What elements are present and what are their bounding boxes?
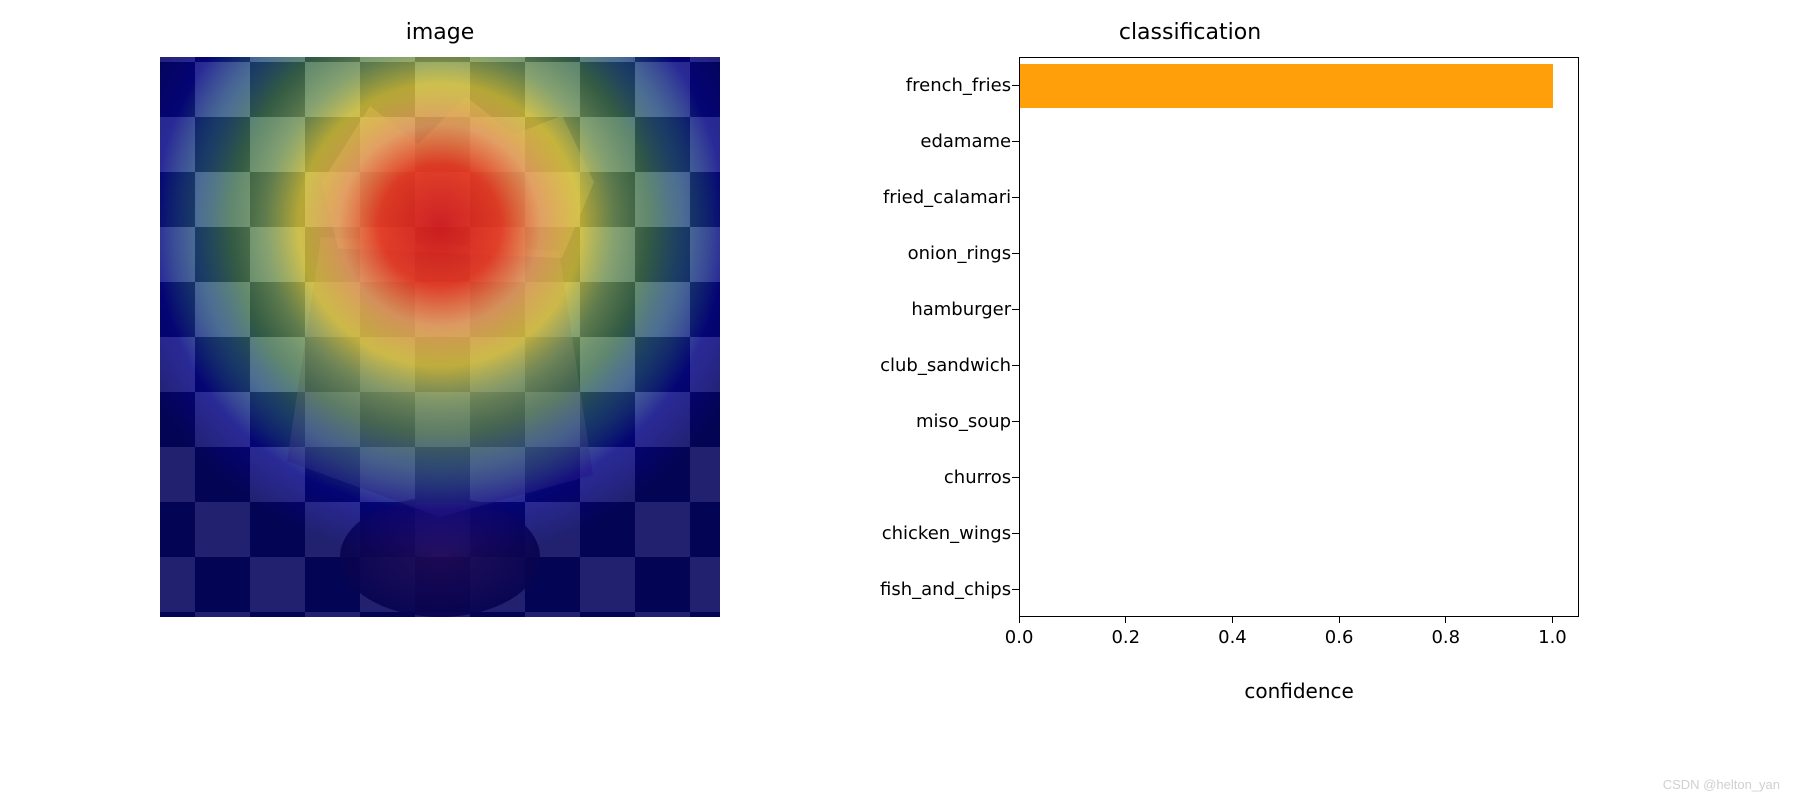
fries-box [270,237,610,517]
y-axis-category-label: french_fries [880,57,1011,113]
y-axis-category-label: fried_calamari [880,169,1011,225]
y-axis-category-label: onion_rings [880,225,1011,281]
chart-title: classification [880,20,1500,45]
plot-area [1019,57,1579,617]
y-axis-category-label: club_sandwich [880,337,1011,393]
x-tick-label: 0.4 [1218,627,1247,648]
y-axis-category-label: churros [880,449,1011,505]
x-axis-label: confidence [1019,679,1579,703]
confidence-bar [1020,64,1553,108]
y-axis-category-label: edamame [880,113,1011,169]
watermark-text: CSDN @helton_yan [1663,777,1780,792]
y-axis-category-label: miso_soup [880,393,1011,449]
y-axis-category-label: fish_and_chips [880,561,1011,617]
y-axis-category-label: chicken_wings [880,505,1011,561]
x-tick-label: 0.0 [1005,627,1034,648]
x-tick-label: 0.2 [1111,627,1140,648]
image-display [160,57,720,617]
figure-container: image classification french_friesedamame… [0,0,1800,800]
x-tick-label: 1.0 [1538,627,1567,648]
fries-top [290,87,610,277]
y-axis-labels: french_friesedamamefried_calamarionion_r… [880,57,1019,617]
classification-panel: classification french_friesedamamefried_… [880,20,1500,700]
x-tick-label: 0.6 [1325,627,1354,648]
chart-and-xaxis: 0.00.20.40.60.81.0 confidence [1019,57,1579,703]
image-title: image [130,20,750,45]
y-axis-category-label: hamburger [880,281,1011,337]
x-axis: 0.00.20.40.60.81.0 confidence [1019,617,1579,703]
chart-body: french_friesedamamefried_calamarionion_r… [880,57,1500,703]
x-tick-label: 0.8 [1431,627,1460,648]
image-panel: image [130,20,750,680]
